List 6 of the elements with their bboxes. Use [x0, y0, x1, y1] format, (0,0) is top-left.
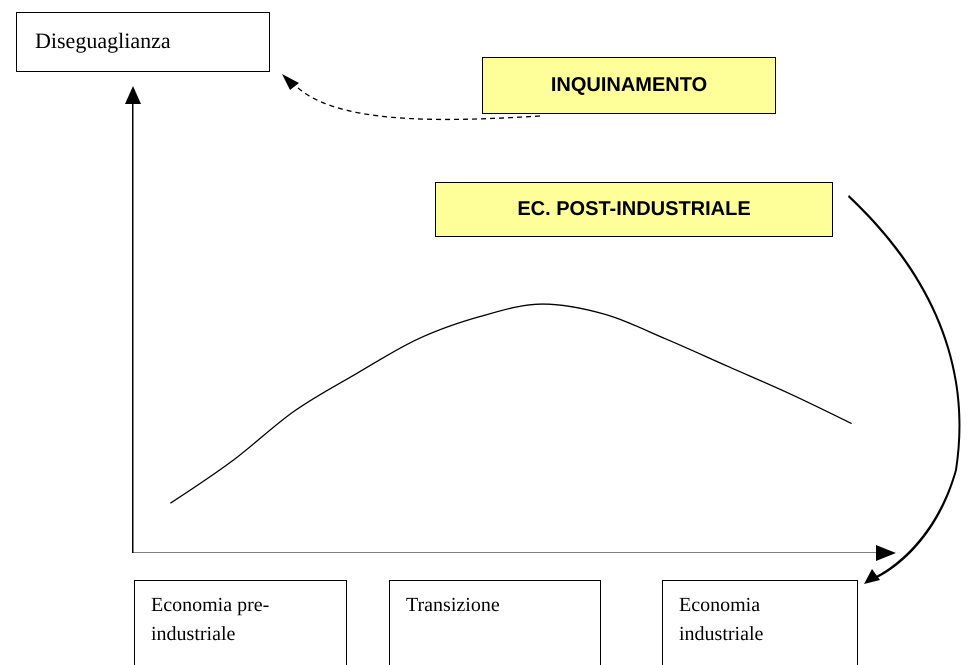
text: Economia pre-industriale — [134, 580, 347, 665]
text: INQUINAMENTO — [482, 57, 776, 114]
text: EC. POST-INDUSTRIALE — [435, 182, 833, 237]
text: Transizione — [389, 580, 601, 665]
text: Diseguaglianza — [16, 12, 270, 72]
text: Economia industriale — [662, 580, 858, 665]
